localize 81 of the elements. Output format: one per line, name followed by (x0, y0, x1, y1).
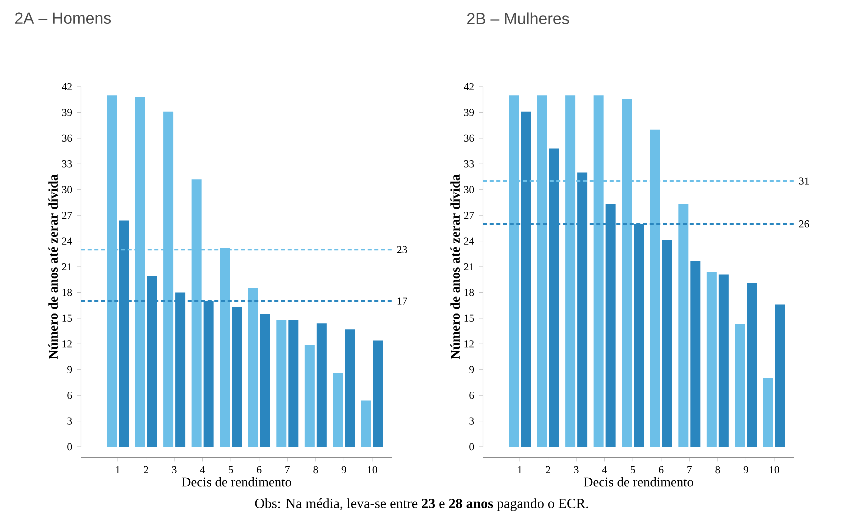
y-tick-label: 3 (470, 418, 474, 425)
bar (276, 320, 287, 448)
x-tick-label: 9 (744, 466, 748, 474)
bar (662, 240, 672, 448)
bar (232, 307, 242, 448)
x-tick-label: 2 (546, 466, 550, 474)
x-tick-label: 4 (200, 466, 206, 474)
y-tick-label: 24 (464, 238, 474, 245)
x-tick-label: 5 (229, 466, 234, 474)
bar (316, 324, 327, 448)
bar (260, 314, 270, 448)
bar (248, 288, 258, 448)
bar (361, 400, 372, 448)
bar (775, 304, 786, 448)
bar (706, 272, 717, 448)
ref-line-label: 23 (397, 246, 408, 254)
y-axis-title: Número de anos até zerar dívida (48, 174, 58, 360)
y-tick-label: 18 (464, 289, 474, 296)
y-tick-label: 12 (62, 340, 72, 348)
ref-line-label: 31 (799, 178, 809, 185)
x-axis-title: Decis de rendimento (182, 477, 292, 487)
y-axis-title: Número de anos até zerar dívida (450, 174, 460, 360)
bar (690, 261, 701, 448)
x-tick-label: 4 (602, 466, 608, 474)
x-tick-label: 10 (368, 466, 378, 474)
x-tick-label: 2 (144, 466, 148, 474)
y-tick-label: 42 (62, 83, 72, 91)
y-tick-label: 42 (464, 83, 474, 91)
y-tick-label: 33 (464, 160, 474, 168)
x-tick-label: 9 (342, 466, 346, 474)
x-tick-label: 6 (659, 466, 664, 474)
bar (678, 204, 689, 448)
x-tick-label: 7 (688, 466, 692, 474)
ref-line-label: 26 (799, 220, 810, 228)
x-tick-label: 10 (770, 466, 780, 474)
bar (373, 340, 384, 448)
y-tick-label: 30 (464, 186, 474, 194)
x-tick-label: 8 (716, 466, 720, 474)
y-tick-label: 21 (464, 263, 474, 271)
y-tick-label: 9 (470, 366, 474, 374)
text: Obs: Na média, leva-se entre 23 e 28 anos pagando o ECR. (255, 498, 588, 512)
x-tick-label: 3 (172, 466, 177, 474)
x-tick-label: 3 (574, 466, 579, 474)
chart-title: 2B – Mulheres (468, 12, 570, 24)
x-tick-label: 7 (286, 466, 290, 474)
y-tick-label: 36 (62, 134, 72, 142)
y-tick-label: 30 (62, 186, 72, 194)
bar (763, 378, 774, 448)
x-axis-title: Decis de rendimento (584, 477, 694, 487)
y-tick-label: 12 (464, 340, 474, 348)
y-tick-label: 27 (464, 212, 474, 220)
x-tick-label: 1 (518, 466, 522, 474)
bar (718, 274, 729, 448)
y-tick-label: 6 (68, 392, 72, 400)
y-tick-label: 36 (464, 134, 474, 142)
bar (735, 324, 746, 448)
bar (345, 330, 356, 448)
y-tick-label: 3 (68, 418, 72, 425)
y-tick-label: 9 (68, 366, 72, 374)
bar (288, 320, 299, 448)
bar (304, 345, 315, 448)
y-tick-label: 39 (464, 109, 474, 116)
y-tick-label: 0 (68, 443, 72, 451)
x-tick-label: 8 (314, 466, 318, 474)
chart-title: 2A – Homens (16, 12, 112, 24)
x-tick-label: 6 (257, 466, 262, 474)
y-tick-label: 39 (62, 109, 72, 116)
y-tick-label: 6 (470, 392, 474, 400)
y-tick-label: 24 (62, 238, 72, 245)
y-tick-label: 0 (470, 443, 474, 451)
y-tick-label: 33 (62, 160, 72, 168)
x-tick-label: 1 (116, 466, 120, 474)
bar (747, 283, 758, 448)
bar (333, 373, 344, 448)
y-tick-label: 15 (464, 314, 474, 322)
y-tick-label: 15 (62, 314, 72, 322)
ref-line-label: 17 (398, 298, 408, 305)
y-tick-label: 27 (62, 212, 72, 220)
y-tick-label: 21 (62, 263, 72, 271)
x-tick-label: 5 (631, 466, 636, 474)
y-tick-label: 18 (62, 289, 72, 296)
